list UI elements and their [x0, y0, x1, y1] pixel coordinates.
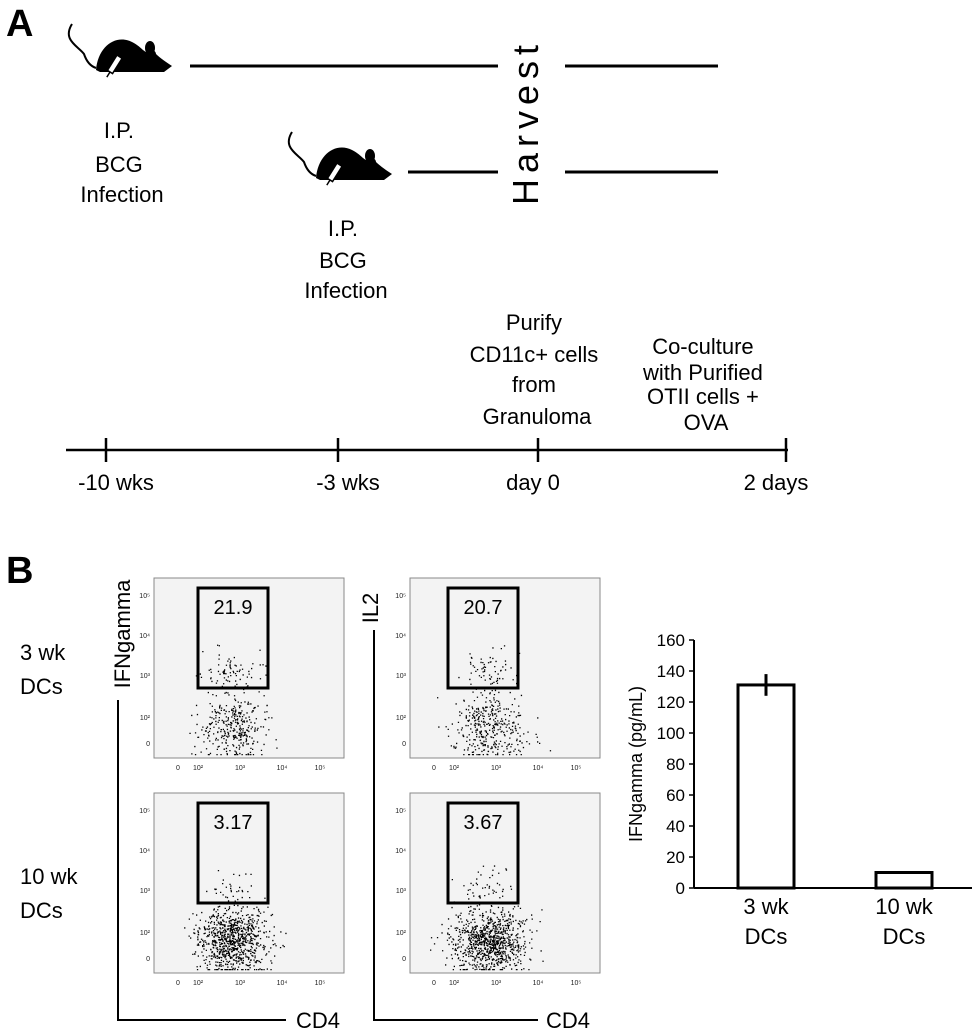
- flow-y-tick: 10³: [396, 888, 407, 895]
- flow-y-tick: 10²: [140, 715, 151, 722]
- ifngamma-axis-label: IFNgamma: [110, 579, 135, 689]
- flow-y-tick: 10⁴: [139, 633, 150, 640]
- flow-x-tick: 10³: [491, 765, 502, 772]
- row-label-3wk: 3 wk: [20, 640, 66, 665]
- flow-x-tick: 0: [176, 980, 180, 987]
- flow-y-tick: 10⁴: [139, 848, 150, 855]
- infection-label-1: I.P. BCG Infection: [80, 118, 163, 207]
- bar-category-label: DCs: [745, 924, 788, 949]
- flow-x-tick: 10⁴: [533, 980, 544, 987]
- flow-x-tick: 0: [176, 765, 180, 772]
- flow-events: [189, 644, 278, 756]
- flow-x-tick: 10³: [235, 980, 246, 987]
- flow-axis-left: [117, 700, 286, 1021]
- flow-x-tick: 10⁴: [533, 765, 544, 772]
- bar-y-tick-label: 80: [666, 755, 685, 774]
- bar-y-tick-label: 120: [657, 693, 685, 712]
- row-label-3wk: DCs: [20, 674, 63, 699]
- flow-y-tick: 10³: [140, 888, 151, 895]
- flow-y-tick: 10⁵: [139, 808, 150, 815]
- gate-box: [196, 586, 270, 690]
- bar-y-tick-label: 0: [676, 879, 685, 898]
- gate-box: [196, 801, 270, 905]
- flow-x-tick: 10⁵: [571, 765, 582, 772]
- il2-axis-label: IL2: [358, 593, 383, 624]
- gate-value: 3.67: [464, 812, 503, 834]
- bar-category-label: DCs: [883, 924, 926, 949]
- timeline-ticks: [104, 438, 788, 462]
- flow-x-tick: 0: [432, 765, 436, 772]
- flow-y-tick: 10⁴: [395, 848, 406, 855]
- flow-x-tick: 10⁵: [315, 980, 326, 987]
- flow-x-tick: 10³: [235, 765, 246, 772]
- bar-y-tick-label: 160: [657, 631, 685, 650]
- timeline-label: 2 days: [744, 470, 809, 495]
- flow-plot-frame: [409, 577, 601, 759]
- flow-x-tick: 10²: [449, 765, 460, 772]
- flow-x-tick: 10⁵: [315, 765, 326, 772]
- flow-y-tick: 10²: [396, 715, 407, 722]
- ifngamma-bar-chart: 0 20 40 60 80 100 120 140 160 IFNgamma (pg/mL) 3 w…: [626, 631, 972, 949]
- gate-value: 21.9: [214, 597, 253, 619]
- flow-y-tick: 10⁵: [395, 808, 406, 815]
- flow-y-tick: 10³: [396, 673, 407, 680]
- flow-y-tick: 10²: [396, 930, 407, 937]
- flow-y-tick: 0: [146, 741, 150, 748]
- bar-y-tick-label: 140: [657, 662, 685, 681]
- gate-value: 3.17: [214, 812, 253, 834]
- timeline-label: day 0: [506, 470, 560, 495]
- flow-x-tick: 10²: [449, 980, 460, 987]
- bar-y-tick-label: 40: [666, 817, 685, 836]
- flow-x-tick: 10³: [491, 980, 502, 987]
- flow-events: [437, 645, 552, 756]
- flow-x-tick: 0: [432, 980, 436, 987]
- flow-y-tick: 0: [146, 956, 150, 963]
- flow-x-tick: 10²: [193, 980, 204, 987]
- flow-axis-right: [373, 630, 538, 1021]
- infection-label-2: I.P. BCG Infection: [304, 216, 387, 303]
- bar: [874, 871, 934, 890]
- bar-y-axis-label: IFNgamma (pg/mL): [626, 686, 646, 842]
- mouse-icon: [67, 23, 173, 80]
- flow-x-tick: 10⁵: [571, 980, 582, 987]
- coculture-step-label: Co-culture with Purified OTII cells + OV…: [642, 334, 769, 435]
- bar-category-label: 3 wk: [743, 894, 789, 919]
- gate-box: [446, 801, 520, 905]
- gate-value: 20.7: [464, 597, 503, 619]
- bar: [736, 683, 796, 890]
- row-label-10wk: 10 wk: [20, 864, 78, 889]
- flow-events: [184, 870, 287, 971]
- bar-y-tick-label: 60: [666, 786, 685, 805]
- flow-y-tick: 10⁴: [395, 633, 406, 640]
- timeline-label: -3 wks: [316, 470, 380, 495]
- mouse-icon: [287, 131, 393, 188]
- cd4-axis-label: CD4: [296, 1008, 340, 1032]
- bar-y-tick-label: 20: [666, 848, 685, 867]
- flow-x-tick: 10²: [193, 765, 204, 772]
- harvest-label: Harvest: [505, 39, 546, 205]
- purify-step-label: Purify CD11c+ cells from Granuloma: [470, 310, 605, 429]
- flow-y-tick: 10²: [140, 930, 151, 937]
- flow-y-tick: 10⁵: [139, 593, 150, 600]
- flow-y-tick: 0: [402, 956, 406, 963]
- flow-y-tick: 0: [402, 741, 406, 748]
- panel-b-letter: B: [6, 550, 33, 592]
- row-label-10wk: DCs: [20, 898, 63, 923]
- flow-x-tick: 10⁴: [277, 980, 288, 987]
- flow-y-tick: 10⁵: [395, 593, 406, 600]
- flow-y-tick: 10³: [140, 673, 151, 680]
- flow-plots: 10⁵ 10⁴ 10³ 10² 0 0 10² 10³ 10⁴ 10⁵ 21.9 10⁵ 10⁴ 10³ 1…: [139, 577, 601, 987]
- panel-a-letter: A: [6, 3, 33, 45]
- gate-box: [446, 586, 520, 690]
- flow-x-tick: 10⁴: [277, 765, 288, 772]
- bar-y-tick-label: 100: [657, 724, 685, 743]
- timeline-label: -10 wks: [78, 470, 154, 495]
- bar-category-label: 10 wk: [875, 894, 933, 919]
- flow-events: [430, 865, 544, 971]
- cd4-axis-label: CD4: [546, 1008, 590, 1032]
